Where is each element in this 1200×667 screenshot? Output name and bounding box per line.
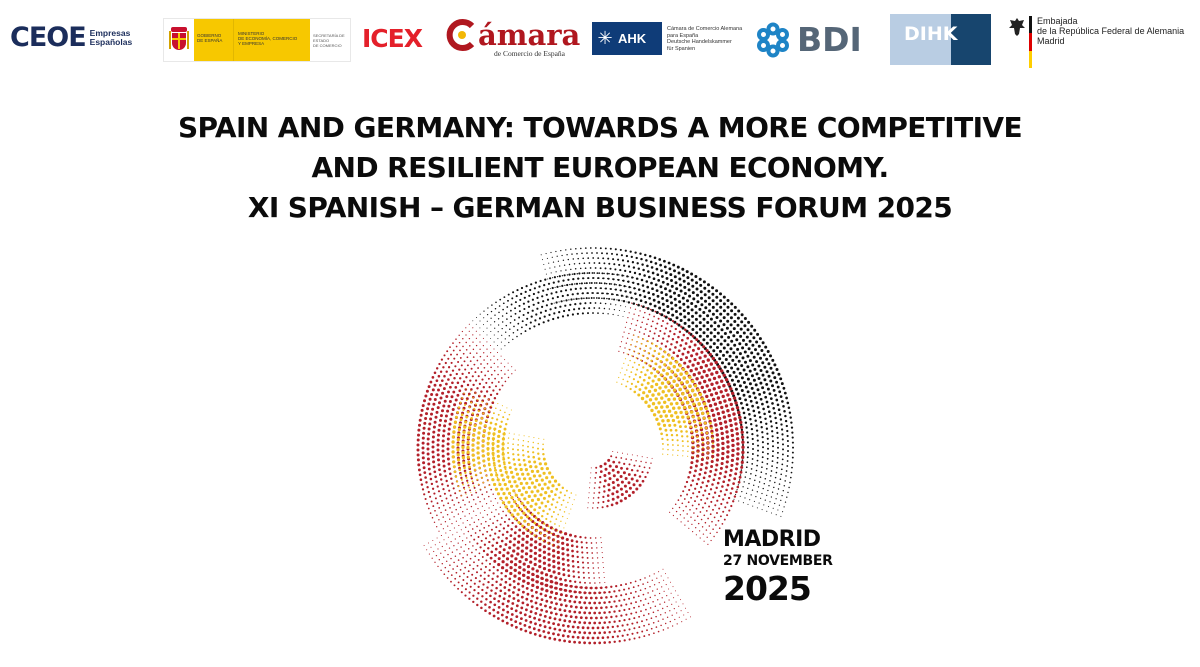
embajada-text: Embajada de la República Federal de Alem…: [1037, 16, 1184, 68]
event-details: MADRID 27 NOVEMBER 2025: [723, 528, 833, 608]
ministerio-line1: MINISTERIO: [238, 31, 265, 36]
coat-of-arms-icon: [164, 19, 194, 61]
event-year: 2025: [723, 569, 812, 608]
eagle-icon: [1009, 18, 1025, 36]
camara-name: ámara: [478, 18, 581, 52]
dot-arc-5: [416, 323, 516, 537]
secretaria-line2: DE COMERCIO: [313, 43, 342, 48]
dotted-circle-graphic: [416, 247, 794, 645]
dot-arc-8: [487, 429, 577, 548]
german-flag-stripe: [1029, 16, 1032, 68]
bdi-name: BDI: [797, 20, 862, 59]
partner-logos-bar: CEOE Empresas Españolas GOBIERNO DE ESPA…: [0, 0, 1200, 80]
headline-line3: XI SPANISH – GERMAN BUSINESS FORUM 2025: [247, 191, 953, 224]
dot-arc-9: [451, 388, 512, 497]
ceoe-name: CEOE: [10, 22, 87, 53]
dot-arc-2: [618, 302, 745, 545]
ahk-line1: Cámara de Comercio Alemana: [667, 26, 743, 32]
ahk-logo: ✳ AHK Cámara de Comercio Alemana para Es…: [592, 22, 742, 55]
headline-line1: SPAIN AND GERMANY: TOWARDS A MORE COMPET…: [177, 111, 1023, 144]
forum-headline: SPAIN AND GERMANY: TOWARDS A MORE COMPET…: [0, 108, 1200, 228]
starburst-icon: ✳: [597, 28, 613, 48]
gobierno-label: GOBIERNO DE ESPAÑA: [194, 19, 233, 61]
dot-arc-4: [616, 334, 714, 460]
ceoe-logo: CEOE Empresas Españolas: [10, 22, 132, 53]
dot-arc-1: [468, 272, 639, 353]
icex-logo: ICEX: [362, 24, 423, 53]
embajada-line3: Madrid: [1037, 36, 1065, 46]
ministerio-line2: DE ECONOMÍA, COMERCIO: [238, 36, 298, 41]
dot-arc-0: [540, 247, 794, 517]
event-city: MADRID: [723, 527, 821, 552]
ministerio-label: MINISTERIO DE ECONOMÍA, COMERCIO Y EMPRE…: [233, 19, 310, 61]
dot-swirl: [416, 247, 794, 645]
bdi-logo: BDI: [755, 20, 862, 59]
dihk-blue-block: [951, 14, 991, 65]
dot-arc-3: [587, 450, 653, 509]
camara-subtitle: de Comercio de España: [494, 49, 566, 58]
ceoe-sub-line1: Empresas: [89, 27, 131, 38]
ahk-label: AHK: [618, 31, 647, 46]
headline-line2: AND RESILIENT EUROPEAN ECONOMY.: [311, 151, 889, 184]
ceoe-sub-line2: Españolas: [89, 36, 133, 47]
secretaria-line1: SECRETARÍA DE ESTADO: [313, 33, 345, 43]
ahk-line4: für Spanien: [667, 45, 696, 52]
embajada-alemania-logo: Embajada de la República Federal de Alem…: [1008, 16, 1184, 68]
ministerio-line3: Y EMPRESA: [238, 41, 265, 46]
dihk-logo: DIHK: [890, 14, 991, 65]
ahk-line3: Deutsche Handelskammer: [667, 39, 732, 45]
ceoe-subtitle: Empresas Españolas: [89, 27, 133, 47]
camara-comercio-logo: ámara de Comercio de España: [446, 18, 580, 58]
embajada-line2: de la República Federal de Alemania: [1037, 26, 1185, 36]
embajada-line1: Embajada: [1037, 16, 1078, 26]
camara-c-icon: [446, 19, 475, 51]
gobierno-line2: DE ESPAÑA: [197, 38, 223, 43]
bdi-ring-icon: [757, 22, 789, 57]
gobierno-line1: GOBIERNO: [197, 33, 222, 38]
gobierno-espana-logo: GOBIERNO DE ESPAÑA MINISTERIO DE ECONOMÍ…: [163, 18, 351, 62]
secretaria-label: SECRETARÍA DE ESTADO DE COMERCIO: [310, 19, 350, 61]
dot-arc-7: [423, 517, 691, 645]
dihk-name: DIHK: [904, 23, 958, 45]
ahk-line2: para España: [667, 32, 699, 39]
ahk-description: Cámara de Comercio Alemana para España D…: [667, 26, 742, 52]
event-date: 27 NOVEMBER: [723, 553, 833, 569]
